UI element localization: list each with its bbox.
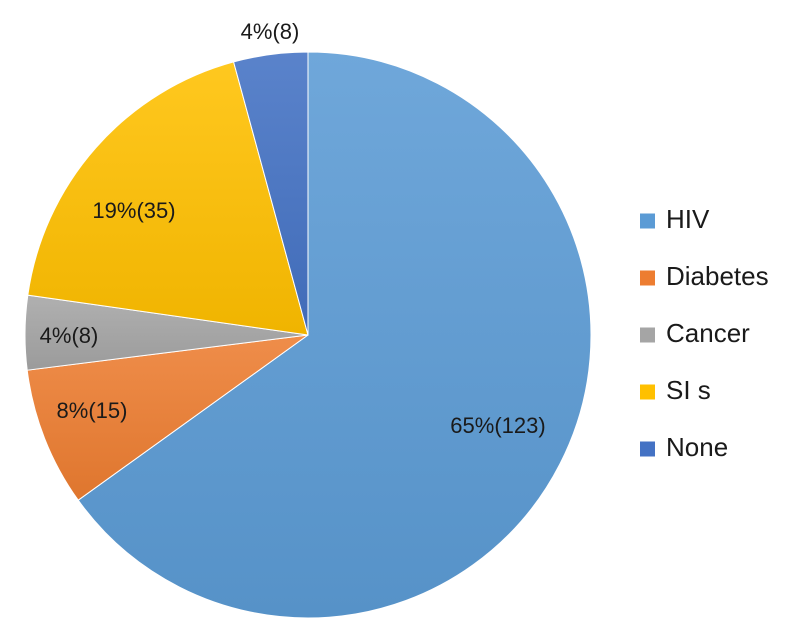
legend-item-diabetes: Diabetes [640, 261, 769, 291]
data-label-si-s: 19%(35) [92, 198, 175, 223]
legend-swatch-si-s [640, 384, 655, 400]
legend-item-hiv: HIV [640, 204, 710, 234]
legend-item-cancer: Cancer [640, 318, 750, 348]
legend-swatch-none [640, 441, 655, 457]
pie-slice-si-s [27, 61, 309, 336]
legend-swatch-diabetes [640, 270, 655, 286]
slices-layer [24, 51, 592, 619]
legend-item-si-s: SI s [640, 375, 711, 405]
legend-label-hiv: HIV [666, 204, 710, 234]
legend-label-none: None [666, 432, 728, 462]
pie-slice-diabetes [26, 334, 309, 501]
legend-label-cancer: Cancer [666, 318, 750, 348]
slice-labels: 65%(123) 8%(15) 4%(8) 19%(35) 4%(8) [40, 19, 546, 438]
legend-label-diabetes: Diabetes [666, 261, 769, 291]
legend-swatch-hiv [640, 213, 655, 229]
legend-swatch-cancer [640, 327, 655, 343]
legend-label-si-s: SI s [666, 375, 711, 405]
pie-slice-none [233, 51, 309, 336]
legend-item-none: None [640, 432, 728, 462]
pie-slice-hiv [77, 51, 592, 619]
data-label-cancer: 4%(8) [40, 323, 99, 348]
data-label-none: 4%(8) [241, 19, 300, 44]
data-label-hiv: 65%(123) [450, 413, 545, 438]
legend: HIV Diabetes Cancer SI s None [640, 204, 769, 462]
data-label-diabetes: 8%(15) [57, 398, 128, 423]
